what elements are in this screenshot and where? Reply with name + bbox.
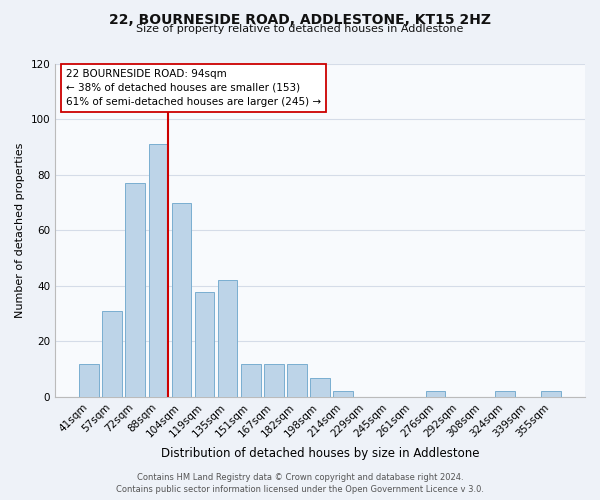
X-axis label: Distribution of detached houses by size in Addlestone: Distribution of detached houses by size …: [161, 447, 479, 460]
Bar: [287, 364, 307, 397]
Bar: [79, 364, 99, 397]
Text: 22, BOURNESIDE ROAD, ADDLESTONE, KT15 2HZ: 22, BOURNESIDE ROAD, ADDLESTONE, KT15 2H…: [109, 12, 491, 26]
Text: Contains HM Land Registry data © Crown copyright and database right 2024.
Contai: Contains HM Land Registry data © Crown c…: [116, 472, 484, 494]
Bar: [195, 292, 214, 397]
Bar: [495, 392, 515, 397]
Bar: [103, 311, 122, 397]
Y-axis label: Number of detached properties: Number of detached properties: [15, 143, 25, 318]
Text: 22 BOURNESIDE ROAD: 94sqm
← 38% of detached houses are smaller (153)
61% of semi: 22 BOURNESIDE ROAD: 94sqm ← 38% of detac…: [66, 69, 321, 107]
Bar: [264, 364, 284, 397]
Bar: [149, 144, 168, 397]
Bar: [334, 392, 353, 397]
Bar: [541, 392, 561, 397]
Bar: [310, 378, 330, 397]
Text: Size of property relative to detached houses in Addlestone: Size of property relative to detached ho…: [136, 24, 464, 34]
Bar: [172, 202, 191, 397]
Bar: [125, 184, 145, 397]
Bar: [218, 280, 238, 397]
Bar: [426, 392, 445, 397]
Bar: [241, 364, 260, 397]
